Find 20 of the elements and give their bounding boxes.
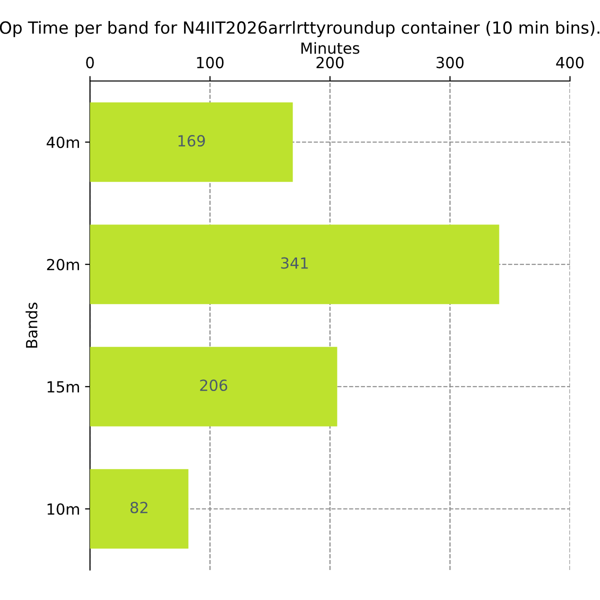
- x-tick-label: 400: [556, 56, 584, 68]
- x-tick-label: 200: [316, 56, 344, 68]
- x-axis-title: Minutes: [301, 42, 360, 54]
- x-tick-label: 100: [197, 56, 224, 68]
- y-tick-label: 20m: [47, 258, 79, 270]
- chart-title: Op Time per band for N4IIT2026arrlrttyroundup container (10 min bins).: [0, 21, 600, 38]
- bar: [90, 469, 188, 549]
- y-axis-title: Bands: [26, 302, 38, 348]
- bar: [90, 224, 500, 304]
- bar: [90, 102, 293, 182]
- data-label: 206: [200, 380, 228, 392]
- y-tick-label: 10m: [48, 503, 79, 515]
- data-label: 82: [130, 502, 148, 514]
- y-tick-label: 15m: [48, 381, 79, 393]
- data-label: 341: [281, 257, 308, 269]
- x-tick-label: 300: [436, 56, 464, 68]
- x-tick-label: 0: [86, 56, 94, 68]
- bar: [90, 346, 338, 426]
- data-label: 169: [178, 135, 205, 147]
- y-tick-label: 40m: [46, 136, 79, 148]
